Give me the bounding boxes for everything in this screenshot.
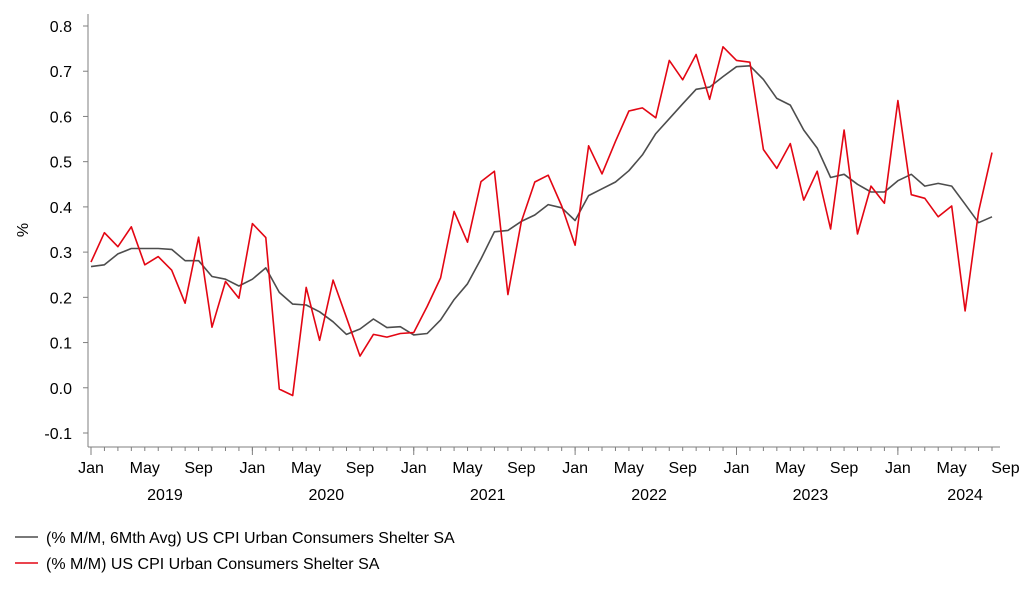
x-tick-label: May [614, 460, 644, 477]
x-year-label: 2021 [470, 487, 506, 504]
axes [83, 14, 1000, 455]
x-tick-label: Jan [78, 460, 104, 477]
y-tick-label: 0.1 [50, 336, 72, 353]
x-year-label: 2020 [309, 487, 345, 504]
y-axis-title: % [15, 223, 32, 237]
legend: (% M/M, 6Mth Avg) US CPI Urban Consumers… [15, 530, 455, 573]
y-tick-label: 0.4 [50, 200, 72, 217]
x-year-label: 2024 [947, 487, 983, 504]
x-tick-label: Sep [184, 460, 213, 477]
x-tick-label: Sep [668, 460, 697, 477]
x-tick-label: Jan [724, 460, 750, 477]
legend-label-1: (% M/M, 6Mth Avg) US CPI Urban Consumers… [46, 530, 455, 547]
y-tick-label: 0.6 [50, 109, 72, 126]
y-tick-label: 0.0 [50, 381, 72, 398]
series-line-2 [90, 45, 993, 397]
x-year-label: 2019 [147, 487, 183, 504]
y-tick-label: -0.1 [44, 426, 72, 443]
y-tick-label: 0.8 [50, 19, 72, 36]
x-tick-label: Jan [562, 460, 588, 477]
x-tick-label: Sep [991, 460, 1020, 477]
x-tick-label: Jan [885, 460, 911, 477]
x-tick-label: Sep [346, 460, 375, 477]
legend-label-2: (% M/M) US CPI Urban Consumers Shelter S… [46, 556, 380, 573]
x-tick-label: May [130, 460, 160, 477]
x-tick-label: Jan [239, 460, 265, 477]
axis-labels: -0.1 0.0 0.1 0.2 0.3 0.4 0.5 0.6 0.7 0.8% Jan May Se… [15, 19, 1020, 504]
x-tick-label: May [775, 460, 805, 477]
x-tick-label: May [452, 460, 482, 477]
x-tick-label: Jan [401, 460, 427, 477]
y-tick-label: 0.7 [50, 64, 72, 81]
series-lines [90, 45, 993, 397]
y-tick-label: 0.5 [50, 155, 72, 172]
x-tick-label: Sep [507, 460, 536, 477]
x-tick-label: Sep [830, 460, 859, 477]
x-year-label: 2022 [631, 487, 667, 504]
series-line-1 [90, 65, 993, 336]
x-tick-label: May [291, 460, 321, 477]
y-tick-label: 0.2 [50, 290, 72, 307]
y-tick-label: 0.3 [50, 245, 72, 262]
x-tick-label: May [937, 460, 967, 477]
x-year-label: 2023 [793, 487, 829, 504]
